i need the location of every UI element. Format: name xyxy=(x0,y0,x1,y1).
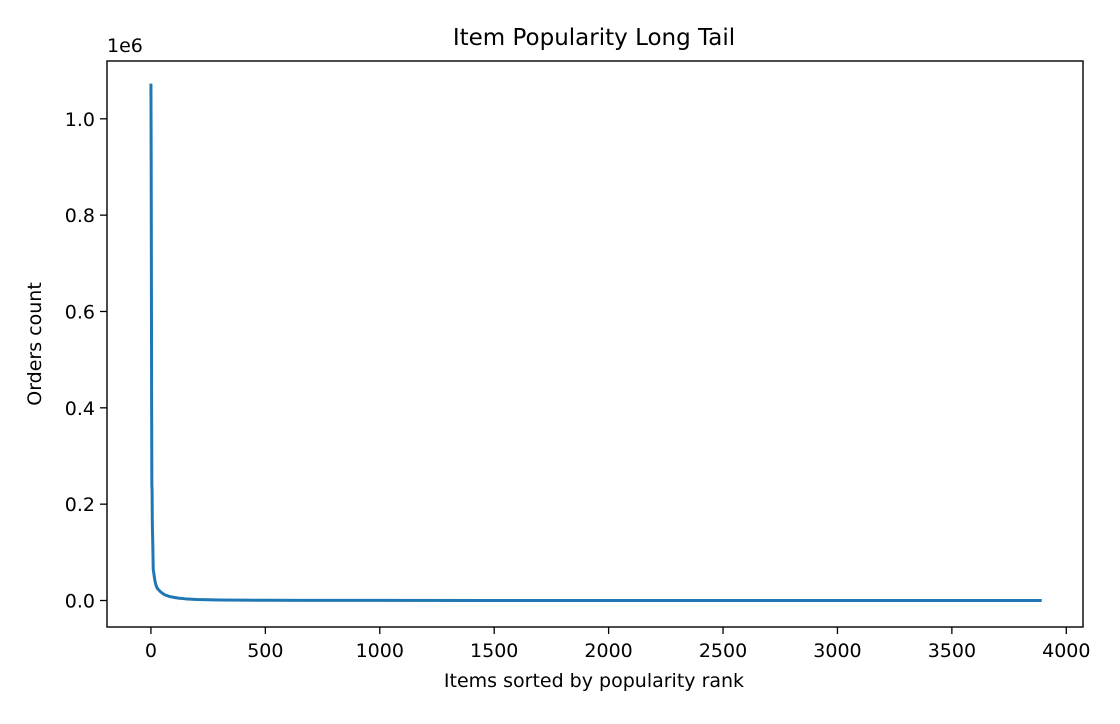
x-tick-label: 3000 xyxy=(813,640,861,662)
series-line xyxy=(149,83,1042,602)
x-tick-label: 0 xyxy=(145,640,157,662)
y-tick-label: 0.2 xyxy=(65,494,95,516)
x-axis-title: Items sorted by popularity rank xyxy=(444,670,744,692)
x-tick-label: 2500 xyxy=(699,640,747,662)
y-tick-label: 0.6 xyxy=(65,301,95,323)
y-tick-label: 1.0 xyxy=(65,109,95,131)
x-tick-label: 2000 xyxy=(584,640,632,662)
x-tick-label: 1000 xyxy=(356,640,404,662)
x-tick-label: 3500 xyxy=(928,640,976,662)
plot-frame xyxy=(106,60,1084,628)
x-tick-label: 500 xyxy=(247,640,283,662)
x-tick-label: 4000 xyxy=(1042,640,1090,662)
y-axis-offset-label: 1e6 xyxy=(107,35,143,57)
y-tick-label: 0.8 xyxy=(65,205,95,227)
axes: 0 500 1000 1500 2000 2500 3000 3500 4000 0.0 0.2 0.… xyxy=(65,109,1091,662)
y-tick-label: 0.0 xyxy=(65,591,95,613)
chart-title: Item Popularity Long Tail xyxy=(453,25,735,51)
x-tick-label: 1500 xyxy=(470,640,518,662)
y-axis-title: Orders count xyxy=(24,282,46,406)
y-tick-label: 0.4 xyxy=(65,398,95,420)
plot-area xyxy=(149,83,1042,602)
